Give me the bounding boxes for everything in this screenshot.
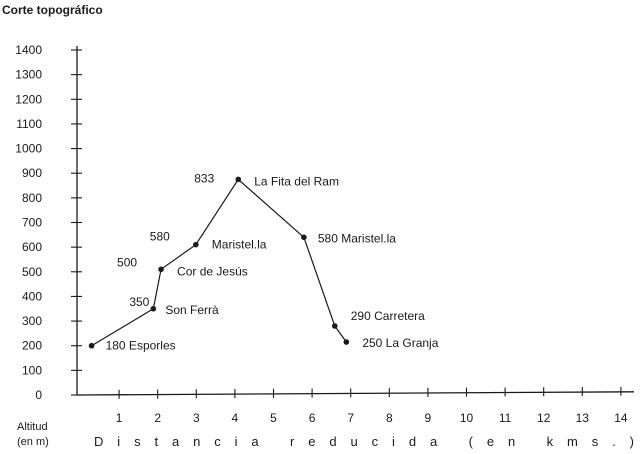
- y-tick-label: 600: [22, 240, 42, 254]
- x-axis-label: Distancia reducida (en kms.): [94, 434, 634, 449]
- x-tick-label: 8: [386, 411, 393, 425]
- point-label: 250 La Granja: [362, 336, 438, 350]
- y-tick-label: 1100: [16, 117, 42, 131]
- x-tick-label: 3: [193, 411, 200, 425]
- y-tick-label: 500: [22, 265, 42, 279]
- data-point: [235, 176, 242, 183]
- y-tick-label: 1200: [15, 92, 42, 106]
- x-tick-label: 13: [576, 411, 590, 425]
- data-point: [193, 241, 199, 248]
- x-tick-label: 1: [116, 411, 123, 425]
- data-point: [343, 339, 350, 345]
- x-tick-label: 7: [347, 411, 354, 425]
- y-axis-label: Altitud: [17, 421, 48, 433]
- data-point: [331, 323, 338, 329]
- x-axis: [76, 391, 635, 396]
- point-label: La Fita del Ram: [254, 174, 339, 188]
- x-tick-label: 12: [537, 411, 551, 425]
- data-point: [158, 266, 164, 273]
- point-label: 580 Maristel.la: [318, 231, 396, 245]
- point-label: Maristel.la: [212, 238, 267, 252]
- y-tick-label: 700: [22, 216, 42, 230]
- x-tick-label: 4: [232, 411, 239, 425]
- x-tick-label: 9: [425, 411, 432, 425]
- x-tick-label: 11: [499, 411, 512, 425]
- y-tick-label: 1000: [15, 142, 42, 156]
- data-point: [88, 342, 95, 349]
- x-tick-label: 5: [270, 411, 277, 425]
- x-tick-label: 2: [154, 411, 161, 425]
- chart-title: Corte topográfico: [2, 3, 103, 17]
- y-tick-label: 100: [22, 363, 42, 377]
- x-tick-label: 6: [309, 411, 316, 425]
- y-tick-label: 800: [22, 191, 42, 205]
- point-altitude-label: 833: [194, 171, 214, 185]
- y-tick-label: 300: [22, 314, 42, 328]
- data-point: [301, 234, 307, 241]
- y-tick-label: 400: [22, 289, 42, 303]
- point-label: Cor de Jesús: [177, 264, 248, 278]
- y-tick-label: 1300: [15, 68, 42, 82]
- point-altitude-label: 580: [150, 230, 170, 244]
- profile-line: [91, 178, 347, 347]
- point-label: 180 Esporles: [106, 339, 176, 353]
- point-labels: 180 Esporles Son Ferrà 350 Cor de Jesús 500 M…: [106, 171, 439, 352]
- point-label: Son Ferrà: [165, 303, 219, 317]
- x-tick-label: 10: [460, 411, 474, 425]
- data-point: [150, 305, 157, 312]
- x-ticks: 1 2 3 4 5 6 7 8 9 10 11 12 13 14: [116, 386, 628, 425]
- y-tick-label: 1400: [15, 43, 42, 57]
- axes: [76, 46, 635, 396]
- point-altitude-label: 350: [129, 295, 149, 309]
- y-ticks: 0 100 200 300 400 500 600 700 800 900 1000 1100 1200…: [15, 43, 82, 402]
- data-points: [88, 176, 350, 349]
- y-tick-label: 200: [22, 339, 42, 353]
- y-tick-label: 0: [35, 388, 42, 402]
- y-axis-label-unit: (en m): [17, 436, 49, 448]
- point-label: 290 Carretera: [351, 309, 425, 323]
- point-altitude-label: 500: [117, 255, 137, 269]
- y-tick-label: 900: [22, 166, 42, 180]
- x-tick-label: 14: [614, 411, 628, 425]
